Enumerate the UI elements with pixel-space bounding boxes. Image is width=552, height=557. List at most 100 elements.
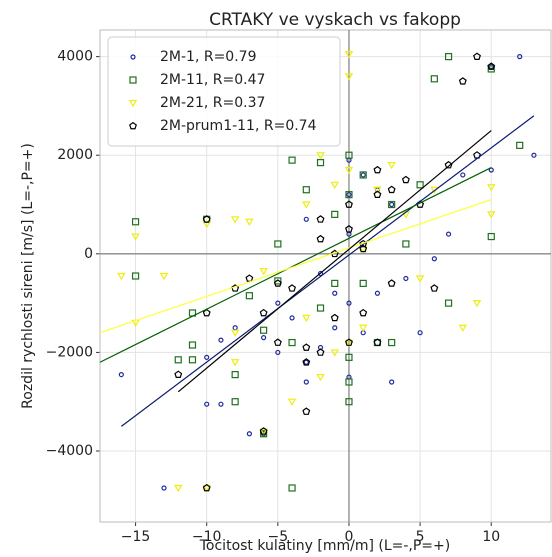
point <box>345 378 353 386</box>
point <box>517 54 523 60</box>
point <box>416 181 424 189</box>
point <box>288 284 297 292</box>
point <box>330 313 339 322</box>
point <box>345 338 353 346</box>
point <box>487 62 496 70</box>
point <box>317 270 324 277</box>
point <box>387 185 396 194</box>
point <box>332 290 338 296</box>
point <box>344 166 354 175</box>
point <box>275 300 281 306</box>
point <box>159 272 169 281</box>
legend-marker <box>129 76 137 84</box>
point <box>302 358 311 366</box>
point <box>204 401 210 407</box>
legend-marker <box>129 121 137 130</box>
x-tick-label: −15 <box>121 529 151 545</box>
point <box>487 232 495 241</box>
point <box>472 300 482 308</box>
point <box>188 356 197 364</box>
fit-line <box>177 130 492 393</box>
y-tick-label: 4000 <box>57 49 93 65</box>
point <box>161 485 167 491</box>
point <box>316 215 325 223</box>
point <box>202 484 211 493</box>
point <box>230 216 240 224</box>
point <box>202 215 211 223</box>
fit-line <box>120 115 535 427</box>
point <box>531 152 537 158</box>
y-axis-label: Rozdil rychlosti sireni [m/s] (L=-,P=+) <box>20 143 36 409</box>
point <box>246 431 252 437</box>
point <box>202 483 211 492</box>
point <box>316 234 325 243</box>
point <box>316 373 325 382</box>
point <box>274 277 282 285</box>
point <box>218 401 224 407</box>
point <box>231 398 239 406</box>
fit-line <box>99 199 492 334</box>
point <box>259 427 268 435</box>
point <box>458 77 467 85</box>
point <box>260 326 268 334</box>
y-tick-label: −4000 <box>46 443 93 459</box>
point <box>359 171 367 179</box>
point <box>288 484 296 492</box>
point <box>303 379 309 385</box>
x-tick-label: −10 <box>192 529 222 545</box>
point <box>131 272 140 280</box>
point <box>316 159 325 167</box>
point <box>316 152 325 160</box>
point <box>430 75 438 83</box>
legend-marker <box>128 99 138 108</box>
point <box>316 348 325 356</box>
point <box>387 279 396 287</box>
point <box>487 211 496 219</box>
point <box>302 314 311 323</box>
point <box>131 218 140 226</box>
point <box>444 53 453 61</box>
point <box>445 231 452 237</box>
point <box>415 275 425 283</box>
point <box>273 279 282 287</box>
point <box>389 201 395 208</box>
point <box>359 244 368 253</box>
point <box>117 272 126 281</box>
point <box>344 339 354 347</box>
point <box>174 370 183 378</box>
point <box>275 349 281 356</box>
point <box>232 325 238 331</box>
legend-label: 2M-1, R=0.79 <box>160 49 256 65</box>
point <box>245 292 253 300</box>
point <box>373 165 382 174</box>
point <box>460 172 466 178</box>
point <box>273 338 282 346</box>
point <box>230 329 240 337</box>
point <box>458 324 468 332</box>
point <box>303 216 309 222</box>
point <box>373 190 382 199</box>
x-axis-label: Tocitost kulatiny [mm/m] (L=-,P=+) <box>199 538 450 554</box>
point <box>330 349 339 357</box>
point <box>389 379 395 385</box>
point <box>331 279 339 287</box>
point <box>358 324 368 332</box>
legend: 2M-1, R=0.79 2M-11, R=0.47 2M-21, R=0.37 2M… <box>107 36 341 147</box>
point <box>302 186 310 194</box>
point <box>403 275 409 282</box>
point <box>388 200 396 209</box>
point <box>346 300 352 306</box>
point <box>302 201 311 209</box>
x-tick-label: 10 <box>482 529 500 545</box>
point <box>387 161 396 170</box>
legend-marker <box>130 54 136 60</box>
point <box>261 335 267 341</box>
point <box>259 428 268 436</box>
point <box>345 200 353 208</box>
point <box>487 65 495 73</box>
point <box>487 184 496 192</box>
point <box>332 325 338 331</box>
point <box>131 233 140 241</box>
point <box>174 484 183 493</box>
